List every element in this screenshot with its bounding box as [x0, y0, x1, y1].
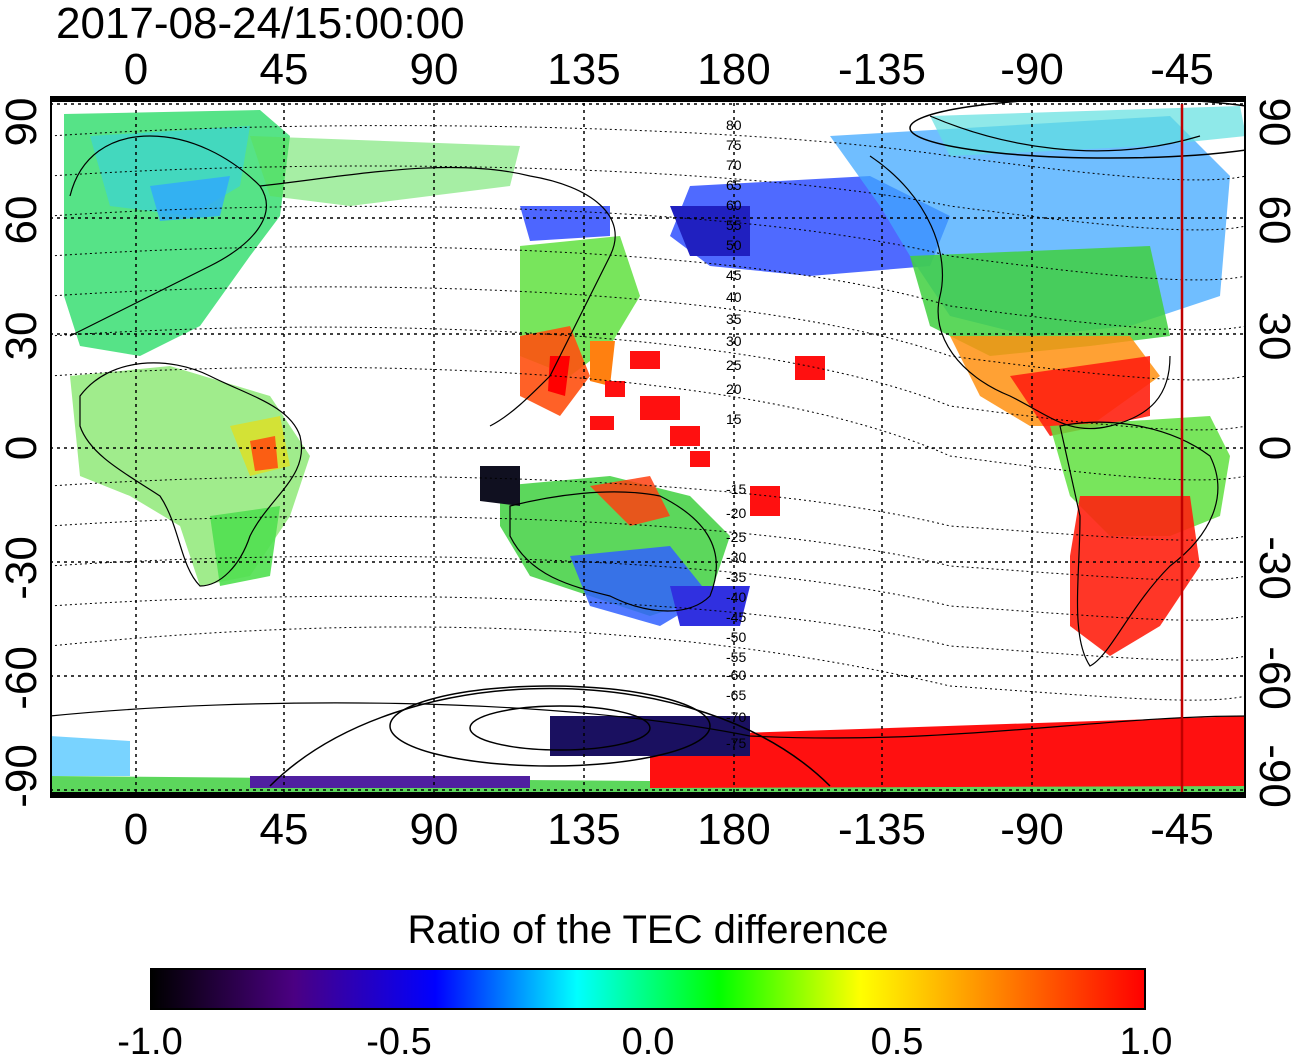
right-lat-tick: -60	[1250, 646, 1296, 710]
top-lon-tick: 90	[409, 45, 459, 94]
right-lat-tick: 90	[1250, 97, 1296, 147]
contour-label: 50	[726, 237, 742, 253]
left-lat-tick: -90	[0, 744, 46, 808]
contour-label: -65	[726, 687, 746, 703]
colorbar-tick: -0.5	[366, 1021, 432, 1063]
contour-label: -25	[726, 529, 746, 545]
contour-label: 15	[726, 411, 742, 427]
top-lon-tick: 180	[697, 45, 771, 94]
geomagnetic-contours	[50, 125, 1246, 701]
colorbar-title: Ratio of the TEC difference	[407, 908, 889, 952]
tec-map: 80 75 70 65 60 55 50 45 40 35 30 25 20 1…	[50, 96, 1246, 798]
contour-label: -60	[726, 667, 746, 683]
top-lon-tick: -135	[837, 45, 927, 94]
bottom-lon-tick: 45	[259, 805, 309, 854]
left-lat-tick: 90	[0, 97, 46, 147]
right-lat-tick: -90	[1250, 744, 1296, 808]
colorbar-tick: 1.0	[1119, 1021, 1173, 1063]
contour-label: 40	[726, 289, 742, 305]
contour-label: -20	[726, 505, 746, 521]
right-lat-tick: 30	[1250, 311, 1296, 361]
contour-label: 25	[726, 357, 742, 373]
contour-label: 55	[726, 217, 742, 233]
bottom-lon-tick: 90	[409, 805, 459, 854]
bottom-lon-tick: -45	[1150, 805, 1214, 854]
left-lat-tick: 0	[0, 435, 46, 461]
map-timestamp: 2017-08-24/15:00:00	[56, 0, 465, 48]
coastlines	[50, 115, 1246, 739]
top-lon-tick: -90	[1000, 45, 1064, 94]
contour-label: 65	[726, 177, 742, 193]
left-lat-tick: -30	[0, 536, 46, 600]
contour-label: 20	[726, 381, 742, 397]
left-lat-tick: -60	[0, 646, 46, 710]
contour-label-group: 80 75 70 65 60 55 50 45 40 35 30 25 20 1…	[726, 117, 746, 751]
map-bottom-bar	[50, 792, 1246, 798]
bottom-lon-tick: 135	[547, 805, 621, 854]
bottom-lon-tick: 180	[697, 805, 771, 854]
contour-label: -70	[726, 709, 746, 725]
contour-label: 60	[726, 197, 742, 213]
right-lat-tick: -30	[1250, 536, 1296, 600]
top-lon-tick: 45	[259, 45, 309, 94]
tec-data-patches	[50, 106, 1246, 798]
contour-label: -40	[726, 589, 746, 605]
contour-label: 45	[726, 267, 742, 283]
left-lat-tick: 30	[0, 311, 46, 361]
colorbar-tick: 0.5	[870, 1021, 924, 1063]
contour-label: -30	[726, 549, 746, 565]
contour-label: -15	[726, 481, 746, 497]
top-lon-tick: 135	[547, 45, 621, 94]
map-top-bar	[50, 96, 1246, 102]
right-lat-tick: 60	[1250, 195, 1296, 245]
left-lat-tick: 60	[0, 195, 46, 245]
bottom-lon-tick: 0	[123, 805, 149, 854]
contour-label: 35	[726, 311, 742, 327]
top-lon-tick: -45	[1150, 45, 1214, 94]
contour-label: -50	[726, 629, 746, 645]
right-lat-tick: 0	[1250, 435, 1296, 461]
contour-label: 30	[726, 333, 742, 349]
top-lon-tick: 0	[123, 45, 149, 94]
colorbar-tick: -1.0	[117, 1021, 183, 1063]
colorbar-tick: 0.0	[621, 1021, 675, 1063]
contour-label: -55	[726, 649, 746, 665]
contour-label: -45	[726, 609, 746, 625]
contour-label: -35	[726, 569, 746, 585]
contour-label: 80	[726, 117, 742, 133]
contour-label: 70	[726, 157, 742, 173]
bottom-lon-tick: -135	[837, 805, 927, 854]
contour-label: 75	[726, 137, 742, 153]
contour-label: -75	[726, 735, 746, 751]
colorbar	[150, 968, 1146, 1010]
bottom-lon-tick: -90	[1000, 805, 1064, 854]
